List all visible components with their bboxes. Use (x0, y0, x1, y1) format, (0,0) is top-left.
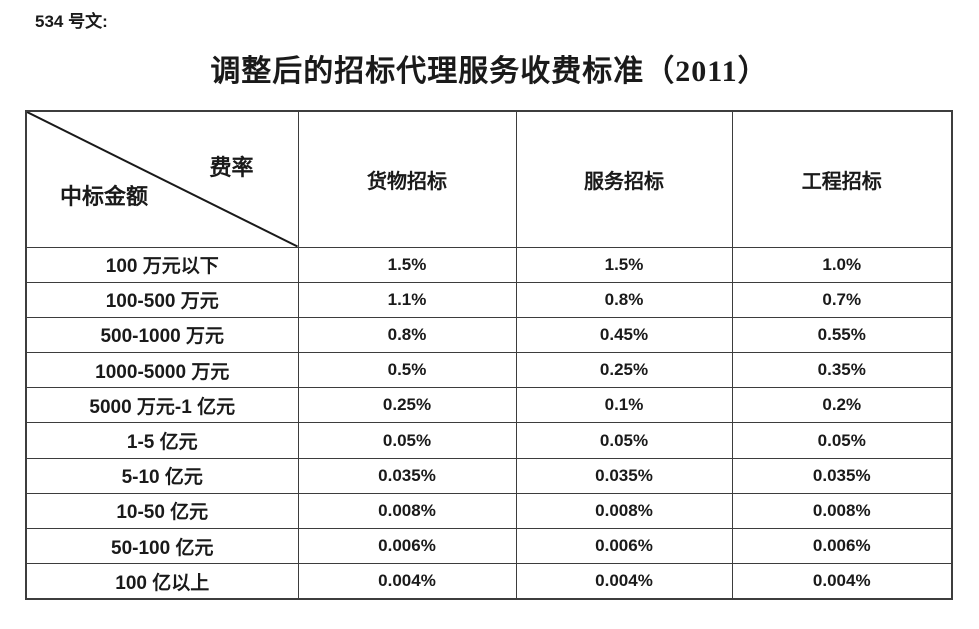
rate-value: 0.5% (297, 352, 517, 389)
table-row: 100 万元以下 1.5% 1.5% 1.0% (25, 246, 953, 283)
rate-value: 0.25% (515, 352, 733, 389)
rate-value: 0.008% (297, 492, 517, 530)
rate-value: 0.05% (297, 422, 517, 459)
corner-label-rate: 费率 (209, 155, 254, 180)
rate-value: 0.45% (515, 316, 733, 354)
table-row: 5-10 亿元 0.035% 0.035% 0.035% (25, 457, 953, 494)
table-row: 100 亿以上 0.004% 0.004% 0.004% (25, 563, 953, 600)
row-label-amount-tier: 5-10 亿元 (25, 457, 299, 494)
rate-value: 0.035% (731, 457, 953, 494)
table-body: 100 万元以下 1.5% 1.5% 1.0% 100-500 万元 1.1% 0.8% 0.… (25, 246, 953, 600)
column-header-goods: 货物招标 (297, 110, 517, 248)
row-label-amount-tier: 100 亿以上 (25, 563, 299, 600)
rate-value: 0.55% (731, 316, 953, 354)
rate-value: 0.006% (731, 527, 953, 565)
rate-value: 0.006% (515, 527, 733, 565)
row-label-amount-tier: 1-5 亿元 (25, 422, 299, 459)
row-label-amount-tier: 1000-5000 万元 (25, 352, 299, 389)
corner-header-cell: 费率 中标金额 (25, 110, 299, 248)
page-title: 调整后的招标代理服务收费标准（2011） (210, 55, 769, 88)
rate-value: 0.35% (731, 352, 953, 389)
diagonal-divider-line (27, 112, 298, 247)
rate-value: 0.8% (297, 316, 517, 354)
rate-value: 1.0% (731, 246, 953, 283)
rate-value: 0.7% (731, 281, 953, 318)
corner-label-bid-amount: 中标金额 (60, 183, 149, 209)
rate-value: 0.05% (515, 422, 733, 459)
table-row: 1-5 亿元 0.05% 0.05% 0.05% (25, 422, 953, 459)
row-label-amount-tier: 50-100 亿元 (25, 527, 299, 565)
table-row: 100-500 万元 1.1% 0.8% 0.7% (25, 281, 953, 318)
column-header-engineering: 工程招标 (731, 110, 953, 248)
rate-value: 0.05% (731, 422, 953, 459)
rate-value: 0.004% (731, 563, 953, 600)
rate-value: 0.004% (297, 563, 517, 600)
row-label-amount-tier: 500-1000 万元 (25, 316, 299, 354)
row-label-amount-tier: 5000 万元-1 亿元 (25, 387, 299, 424)
rate-value: 0.8% (515, 281, 733, 318)
rate-value: 0.25% (297, 387, 517, 424)
rate-value: 1.1% (297, 281, 517, 318)
rate-value: 1.5% (515, 246, 733, 283)
table-row: 1000-5000 万元 0.5% 0.25% 0.35% (25, 352, 953, 389)
rate-value: 0.006% (297, 527, 517, 565)
header-row: 费率 中标金额 货物招标 服务招标 工程招标 (25, 110, 953, 248)
rate-value: 1.5% (297, 246, 517, 283)
row-label-amount-tier: 10-50 亿元 (25, 492, 299, 530)
row-label-amount-tier: 100 万元以下 (25, 246, 299, 283)
fee-rate-table: 费率 中标金额 货物招标 服务招标 工程招标 100 万元以下 1.5% 1.5% 1… (25, 110, 953, 600)
rate-value: 0.008% (515, 492, 733, 530)
table-row: 10-50 亿元 0.008% 0.008% 0.008% (25, 492, 953, 530)
table-row: 50-100 亿元 0.006% 0.006% 0.006% (25, 527, 953, 565)
rate-value: 0.1% (515, 387, 733, 424)
row-label-amount-tier: 100-500 万元 (25, 281, 299, 318)
rate-value: 0.035% (297, 457, 517, 494)
table-row: 500-1000 万元 0.8% 0.45% 0.55% (25, 316, 953, 354)
rate-value: 0.035% (515, 457, 733, 494)
column-header-services: 服务招标 (515, 110, 733, 248)
rate-value: 0.2% (731, 387, 953, 424)
rate-value: 0.004% (515, 563, 733, 600)
doc-number: 534 号文: (35, 12, 108, 31)
rate-value: 0.008% (731, 492, 953, 530)
table-row: 5000 万元-1 亿元 0.25% 0.1% 0.2% (25, 387, 953, 424)
